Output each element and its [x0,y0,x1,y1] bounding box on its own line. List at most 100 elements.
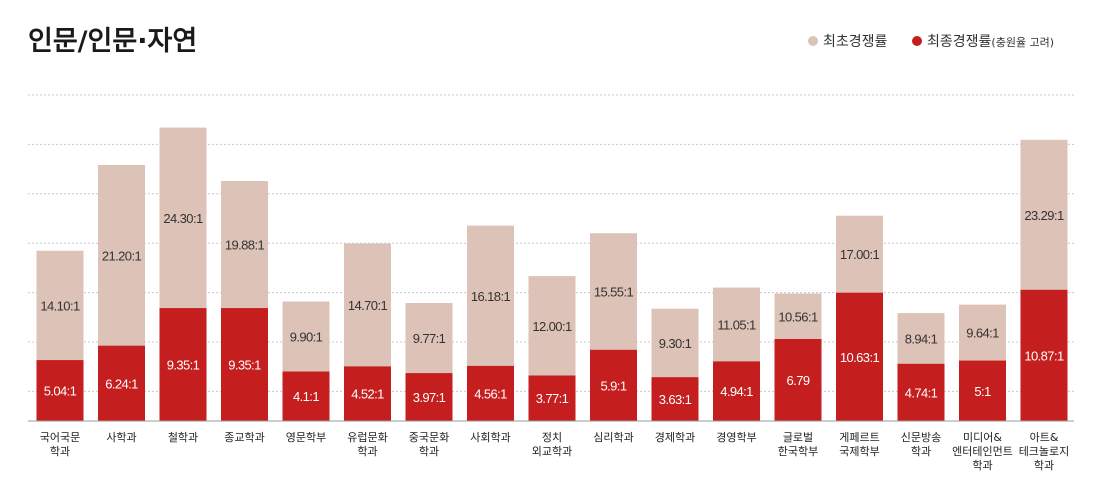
bar-final-label: 6.24:1 [105,376,138,391]
bar-initial-label: 14.70:1 [348,298,388,313]
category-label-line: 게페르트 [839,431,879,444]
bar-final-label: 4.74:1 [905,385,938,400]
bar-final-label: 5:1 [974,384,991,399]
bar-final-label: 10.87:1 [1024,348,1064,363]
category-label-line: 중국문화 [409,431,449,444]
bars: 14.10:1 5.04:1 21.20:1 6.24:1 24.30:1 9.35:1 1… [36,127,1068,422]
category-label-line: 엔터테인먼트 [952,445,1013,458]
bar-final [651,377,699,421]
category-label: 경제학과 [655,431,695,444]
bar-initial-label: 17.00:1 [840,247,880,262]
category-label-line: 학과 [1034,459,1054,472]
category-label-line: 사학과 [106,431,136,444]
legend-final-swatch [912,36,922,46]
bar-final [467,365,514,421]
bar-final-label: 9.35:1 [228,358,261,373]
category-label-line: 학과 [911,445,931,458]
category-label: 심리학과 [593,431,633,444]
bar-initial-label: 12.00:1 [532,319,572,334]
category-label: 아트& 테크놀로지 학과 [1019,431,1070,472]
bar-initial-label: 9.90:1 [290,330,323,345]
category-label-line: 미디어& [963,431,1002,444]
bar-final-label: 3.63:1 [659,392,692,407]
category-label-line: 경제학과 [655,431,695,444]
bar-initial-label: 15.55:1 [594,285,634,300]
bar-final [221,308,268,421]
bar-initial-label: 16.18:1 [471,289,511,304]
category-label-line: 국제학부 [839,445,879,458]
category-label-line: 신문방송 [901,431,941,444]
bar-final [590,349,637,421]
category-label: 사회학과 [470,431,510,444]
bar-initial-label: 19.88:1 [225,238,265,253]
bar-final [36,360,84,421]
category-label-line: 아트& [1030,431,1059,444]
bar-initial-label: 9.64:1 [966,326,999,341]
legend: 최초경쟁률 최종경쟁률(충원율 고려) [808,34,1054,50]
bar-final-label: 4.94:1 [720,384,753,399]
legend-final-label: 최종경쟁률 [927,34,992,50]
category-label: 신문방송 학과 [901,431,941,458]
category-label: 미디어& 엔터테인먼트 학과 [952,431,1013,472]
bar-final [959,360,1006,421]
bar-final [713,361,760,421]
category-label-line: 국어국문 [40,431,80,444]
category-label-line: 심리학과 [593,431,633,444]
category-label-line: 사회학과 [470,431,510,444]
category-label: 게페르트 국제학부 [839,431,879,458]
bar-final [897,363,945,421]
category-label-line: 글로벌 [783,431,813,444]
category-label-line: 정치 [542,431,562,444]
bar-final-label: 5.04:1 [44,384,77,399]
category-label-line: 학과 [50,445,70,458]
bar-final-label: 4.1:1 [293,389,319,404]
category-label: 정치 외교학과 [532,431,572,458]
category-label: 글로벌 한국학부 [778,431,818,458]
bar-initial-label: 21.20:1 [102,248,142,263]
bar-final [774,339,822,421]
bar-final-label: 4.52:1 [351,387,384,402]
category-label-line: 영문학부 [286,431,326,444]
bar-final-label: 3.97:1 [413,390,446,405]
bar-final [405,373,453,421]
bar-final [528,375,576,421]
category-label-line: 외교학과 [532,445,572,458]
bar-initial-label: 8.94:1 [905,331,938,346]
category-label-line: 테크놀로지 [1019,445,1070,458]
bar-initial-label: 14.10:1 [40,299,80,314]
bar-final [98,345,145,421]
bar-final [344,366,391,421]
bar-initial-label: 9.30:1 [659,336,692,351]
bar-final-label: 10.63:1 [840,350,880,365]
bar-final [1020,289,1068,421]
bar-final-label: 3.77:1 [536,391,569,406]
category-label-line: 학과 [357,445,377,458]
category-label-line: 유럽문화 [347,430,387,444]
category-label: 중국문화 학과 [409,431,449,458]
legend-final-note: (충원율 고려) [991,36,1054,49]
bar-final-label: 9.35:1 [167,358,200,373]
bar-final [836,292,883,421]
bar-final [282,371,330,421]
category-label: 경영학부 [716,431,756,444]
category-label-line: 종교학과 [224,431,264,444]
bar-initial-label: 11.05:1 [717,318,756,333]
category-label: 유럽문화 학과 [347,430,387,458]
category-label-line: 학과 [419,445,439,458]
legend-initial-label: 최초경쟁률 [823,34,888,50]
bar-initial-label: 9.77:1 [413,331,446,346]
bar-initial-label: 23.29:1 [1024,208,1064,223]
bar-initial-label: 10.56:1 [778,309,818,324]
category-label-line: 학과 [972,459,992,472]
legend-final-text: 최종경쟁률(충원율 고려) [927,34,1054,50]
category-label: 국어국문 학과 [40,431,80,458]
bar-final-label: 4.56:1 [474,387,507,402]
category-label: 종교학과 [224,431,264,444]
legend-initial-swatch [808,36,818,46]
bar-final-label: 5.9:1 [601,378,627,393]
category-label-line: 경영학부 [716,431,756,444]
chart-title: 인문/인문·자연 [28,26,197,57]
bar-final-label: 6.79 [787,373,810,388]
category-label-line: 한국학부 [778,445,818,458]
